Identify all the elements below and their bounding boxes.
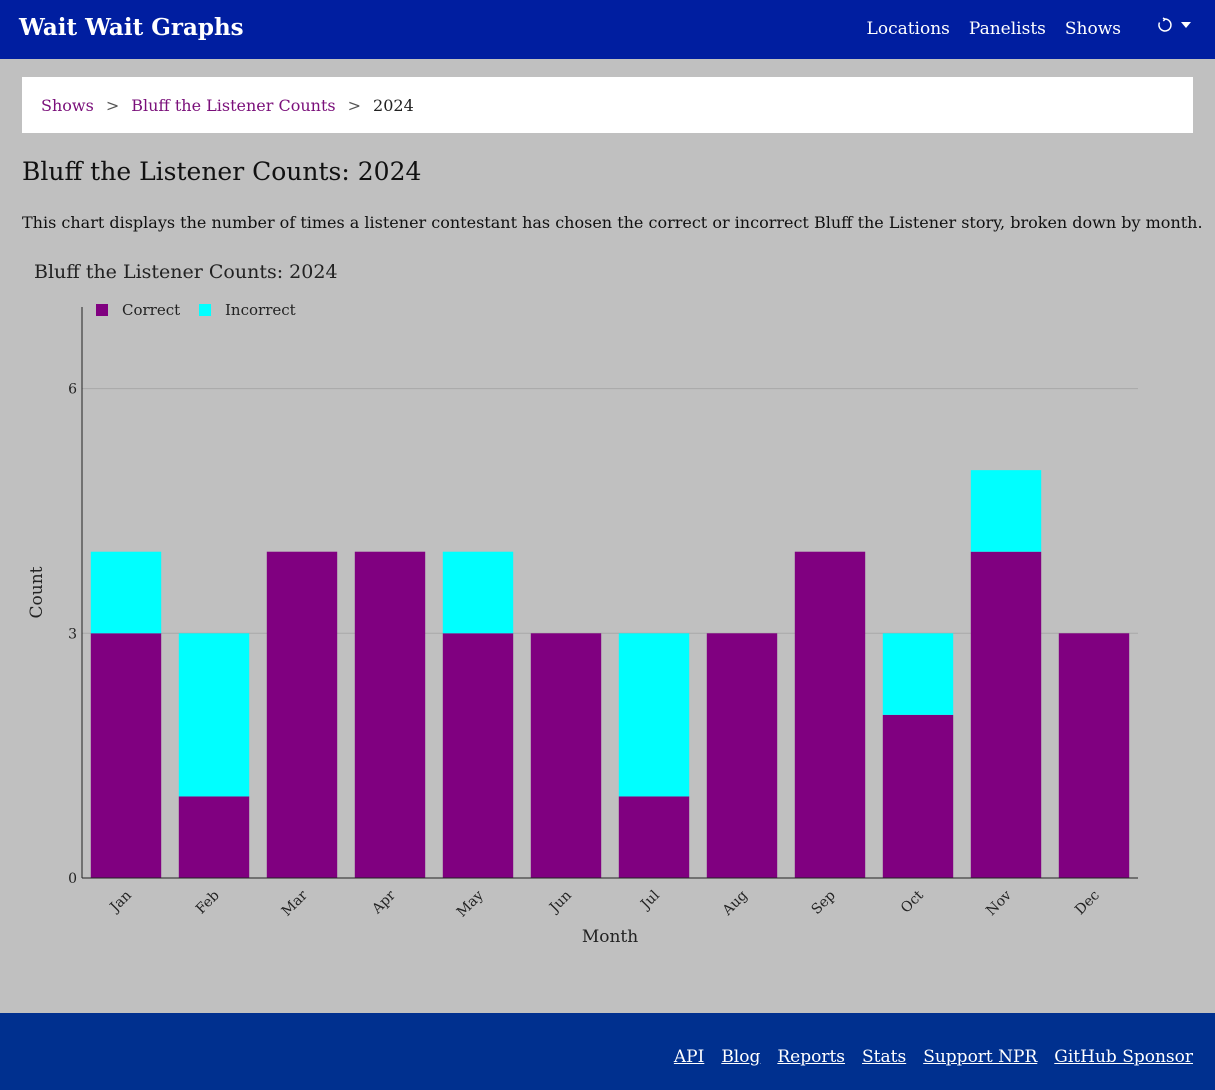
breadcrumb: Shows > Bluff the Listener Counts > 2024 bbox=[22, 77, 1193, 133]
stacked-bar-chart: Bluff the Listener Counts: 2024 0 3 6 Jan Feb… bbox=[27, 261, 1138, 947]
bar-correct-dec bbox=[1058, 633, 1130, 878]
bar-correct-feb bbox=[178, 796, 250, 878]
x-tick-label: Aug bbox=[719, 887, 751, 919]
x-tick-label: Apr bbox=[369, 887, 399, 917]
legend-label-correct: Correct bbox=[122, 301, 180, 319]
bar-incorrect-jul bbox=[618, 633, 690, 797]
y-tick-label: 6 bbox=[68, 382, 77, 398]
bar-incorrect-may bbox=[442, 551, 514, 634]
bar-incorrect-jan bbox=[90, 551, 162, 634]
x-tick-label: Dec bbox=[1072, 887, 1103, 918]
legend-swatch-incorrect bbox=[199, 304, 211, 316]
bar-correct-mar bbox=[266, 551, 338, 878]
top-navbar: Wait Wait Graphs Locations Panelists Sho… bbox=[0, 0, 1215, 59]
bar-correct-nov bbox=[970, 551, 1042, 878]
footer-link-stats[interactable]: Stats bbox=[862, 1047, 907, 1067]
bar-incorrect-nov bbox=[970, 470, 1042, 552]
refresh-icon bbox=[1158, 17, 1172, 32]
bar-correct-jul bbox=[618, 796, 690, 878]
bar-correct-apr bbox=[354, 551, 426, 878]
footer-links: API Blog Reports Stats Support NPR GitHu… bbox=[674, 1047, 1193, 1067]
x-tick-label: Feb bbox=[193, 887, 223, 917]
legend-label-incorrect: Incorrect bbox=[225, 301, 296, 319]
bar-incorrect-oct bbox=[882, 633, 954, 715]
y-tick-label: 3 bbox=[68, 626, 77, 642]
footer-link-blog[interactable]: Blog bbox=[721, 1047, 761, 1067]
bar-correct-aug bbox=[706, 633, 778, 878]
bar-correct-may bbox=[442, 633, 514, 878]
nav-links: Locations Panelists Shows bbox=[867, 19, 1121, 39]
x-tick-label: Jul bbox=[637, 887, 664, 914]
x-tick-label: May bbox=[454, 887, 487, 920]
x-tick-label: Mar bbox=[279, 887, 311, 919]
footer-link-reports[interactable]: Reports bbox=[777, 1047, 846, 1067]
nav-link-panelists[interactable]: Panelists bbox=[968, 19, 1046, 39]
nav-link-locations[interactable]: Locations bbox=[866, 19, 950, 39]
bar-correct-jan bbox=[90, 633, 162, 878]
bar-incorrect-feb bbox=[178, 633, 250, 797]
breadcrumb-separator: > bbox=[105, 95, 120, 115]
chart-title: Bluff the Listener Counts: 2024 bbox=[34, 261, 338, 283]
breadcrumb-link-shows[interactable]: Shows bbox=[41, 95, 94, 115]
page-title: Bluff the Listener Counts: 2024 bbox=[22, 157, 422, 186]
breadcrumb-current: 2024 bbox=[373, 95, 414, 115]
x-tick-label: Oct bbox=[898, 887, 927, 916]
breadcrumb-separator: > bbox=[347, 95, 362, 115]
legend-swatch-correct bbox=[96, 304, 108, 316]
y-tick-label: 0 bbox=[68, 871, 77, 887]
x-axis-label: Month bbox=[582, 927, 638, 947]
bar-correct-jun bbox=[530, 633, 602, 878]
page-description: This chart displays the number of times … bbox=[22, 213, 1203, 232]
x-tick-label: Nov bbox=[983, 887, 1015, 919]
x-tick-label: Jan bbox=[106, 888, 135, 917]
bar-correct-oct bbox=[882, 714, 954, 878]
footer: API Blog Reports Stats Support NPR GitHu… bbox=[0, 1013, 1215, 1090]
brand-link[interactable]: Wait Wait Graphs bbox=[19, 14, 244, 41]
x-tick-label: Jun bbox=[545, 888, 574, 917]
nav-link-shows[interactable]: Shows bbox=[1064, 19, 1121, 39]
footer-link-github-sponsor[interactable]: GitHub Sponsor bbox=[1054, 1047, 1193, 1067]
theme-toggle-button[interactable] bbox=[1157, 17, 1191, 33]
footer-link-api[interactable]: API bbox=[673, 1047, 705, 1067]
y-axis-label: Count bbox=[27, 566, 47, 618]
footer-link-support-npr[interactable]: Support NPR bbox=[923, 1047, 1038, 1067]
chevron-down-icon bbox=[1181, 22, 1191, 28]
breadcrumb-link-bluff-counts[interactable]: Bluff the Listener Counts bbox=[131, 95, 336, 115]
x-tick-label: Sep bbox=[809, 887, 839, 917]
bar-correct-sep bbox=[794, 551, 866, 878]
